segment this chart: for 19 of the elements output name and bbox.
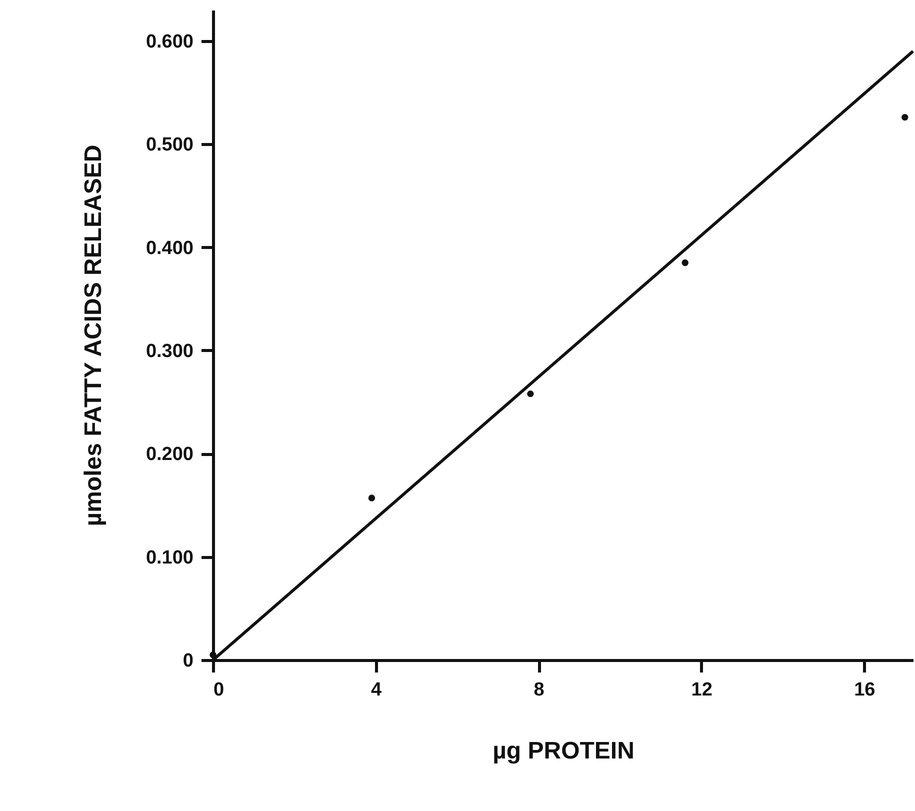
y-tick-label: 0.100	[146, 547, 194, 568]
y-tick-label: 0	[182, 650, 194, 672]
y-tick-label: 0.600	[146, 31, 194, 52]
y-tick-label: 0.400	[146, 238, 194, 259]
point	[210, 651, 216, 658]
x-tick-label: 0	[214, 680, 224, 700]
x-axis-title: µg PROTEIN	[492, 738, 634, 764]
y-axis-title: µmoles FATTY ACIDS RELEASED	[80, 144, 107, 526]
y-tick-label: 0.500	[146, 134, 194, 156]
x-tick-label: 16	[854, 680, 876, 700]
x-tick-label: 8	[534, 680, 544, 700]
x-tick-label: 12	[691, 680, 712, 700]
x-tick-label: 4	[371, 680, 382, 700]
y-tick-label: 0.200	[146, 444, 194, 466]
point	[902, 114, 908, 121]
point	[527, 390, 534, 398]
point	[368, 494, 376, 502]
y-tick-label: 0.300	[146, 340, 194, 362]
point	[682, 259, 688, 266]
